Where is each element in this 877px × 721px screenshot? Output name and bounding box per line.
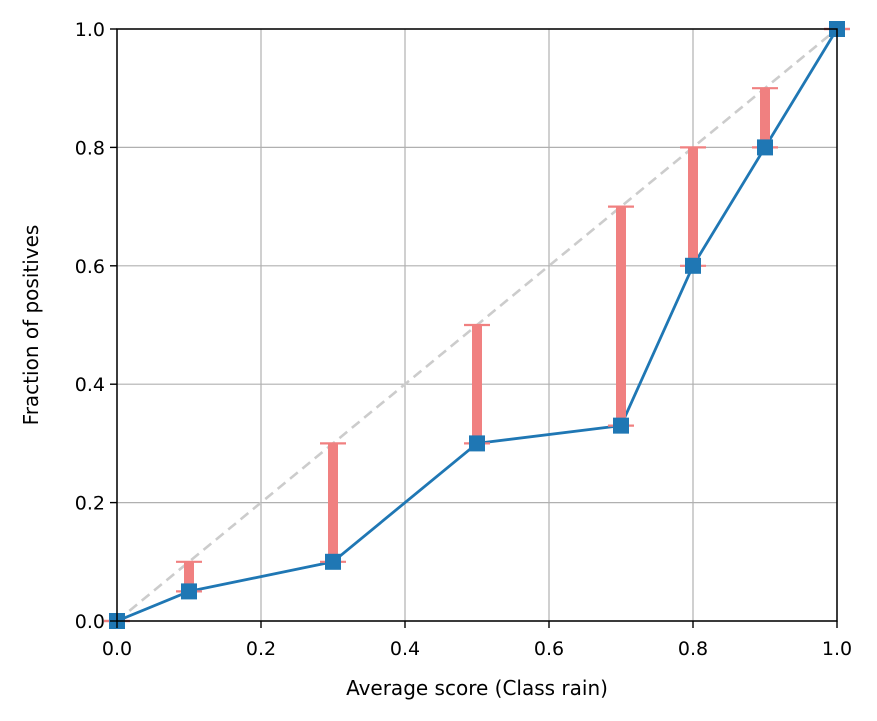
y-tick-label: 0.8 <box>75 137 105 159</box>
x-tick-label: 0.2 <box>246 638 276 660</box>
y-axis-ticks: 0.0 0.2 0.4 0.6 0.8 1.0 <box>75 19 117 633</box>
y-tick-label: 0.0 <box>75 611 105 633</box>
gap-bar <box>328 443 338 562</box>
x-axis-ticks: 0.0 0.2 0.4 0.6 0.8 1.0 <box>102 621 852 660</box>
x-tick-label: 0.8 <box>678 638 708 660</box>
data-point-marker <box>325 553 341 570</box>
gap-bars <box>104 27 850 623</box>
x-tick-label: 0.6 <box>534 638 564 660</box>
gap-bar <box>472 325 482 444</box>
data-point-marker <box>685 257 701 274</box>
y-axis-label: Fraction of positives <box>19 225 43 426</box>
gap-bar <box>760 88 770 148</box>
data-point-marker <box>613 417 629 434</box>
data-point-marker <box>469 435 485 452</box>
plot-frame <box>116 28 838 622</box>
gap-bar <box>688 147 698 266</box>
y-tick-label: 0.4 <box>75 374 105 396</box>
y-tick-label: 0.6 <box>75 256 105 278</box>
calibration-curve <box>116 28 839 623</box>
gap-bar <box>184 561 194 592</box>
data-point-marker <box>757 139 773 156</box>
calibration-series <box>116 28 839 623</box>
x-tick-label: 0.0 <box>102 638 132 660</box>
data-point-marker <box>181 583 197 600</box>
y-tick-label: 0.2 <box>75 493 105 515</box>
x-axis-label: Average score (Class rain) <box>346 676 608 700</box>
y-tick-label: 1.0 <box>75 19 105 41</box>
x-tick-label: 1.0 <box>822 638 852 660</box>
x-tick-label: 0.4 <box>390 638 420 660</box>
gap-bar <box>616 206 626 426</box>
